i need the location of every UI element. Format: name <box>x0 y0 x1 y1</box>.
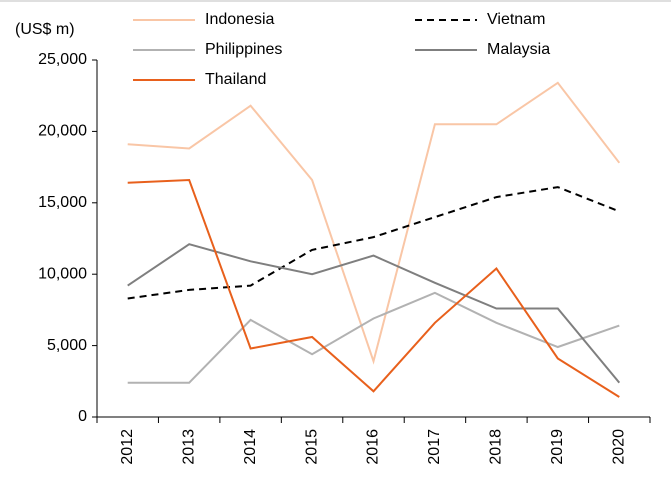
y-axis-label: (US$ m) <box>15 21 75 38</box>
series-line <box>127 291 620 384</box>
x-tick-label: 2016 <box>365 429 382 465</box>
legend-label: Vietnam <box>487 11 545 28</box>
series-line <box>127 81 621 365</box>
x-tick-label: 2017 <box>426 429 443 465</box>
y-tick-label: 20,000 <box>38 123 87 140</box>
legend-label: Indonesia <box>205 11 274 28</box>
x-tick-label: 2012 <box>119 429 136 465</box>
y-tick-label: 0 <box>78 408 87 425</box>
y-tick-label: 10,000 <box>38 265 87 282</box>
legend-label: Thailand <box>205 71 266 88</box>
y-tick-label: 5,000 <box>47 337 87 354</box>
x-tick-label: 2013 <box>180 429 197 465</box>
series-line <box>127 178 620 398</box>
legend-label: Malaysia <box>487 41 550 58</box>
y-tick-label: 25,000 <box>38 51 87 68</box>
x-tick-label: 2014 <box>242 429 259 465</box>
series-line <box>127 243 621 384</box>
x-tick-label: 2019 <box>549 429 566 465</box>
series-line <box>127 186 620 300</box>
x-tick-label: 2018 <box>488 429 505 465</box>
y-tick-label: 15,000 <box>38 194 87 211</box>
x-tick-label: 2020 <box>610 429 627 465</box>
x-tick-label: 2015 <box>303 429 320 465</box>
legend-label: Philippines <box>205 41 282 58</box>
